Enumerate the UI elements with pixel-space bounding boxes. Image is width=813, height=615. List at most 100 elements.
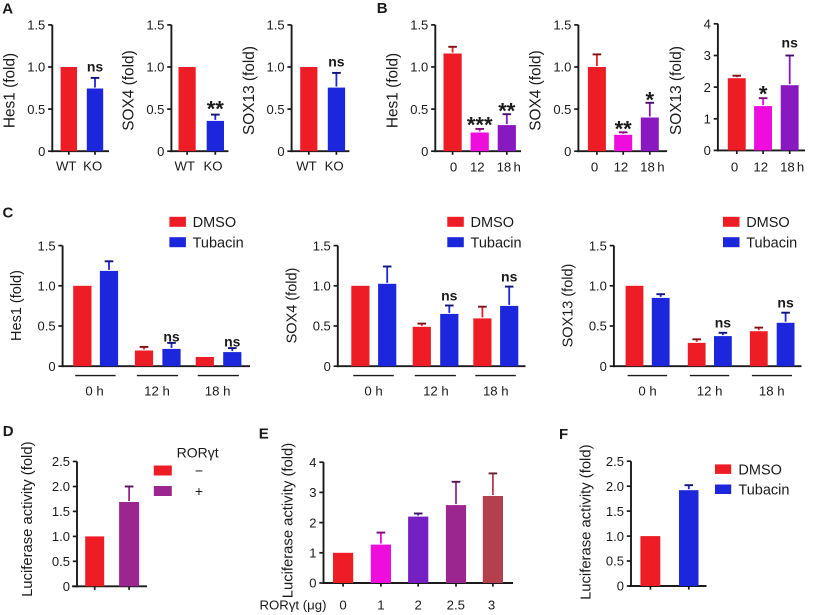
svg-text:h: h (657, 159, 664, 174)
svg-text:2.5: 2.5 (606, 454, 624, 469)
svg-text:1.0: 1.0 (52, 529, 70, 544)
svg-text:DMSO: DMSO (746, 215, 790, 231)
svg-text:ns: ns (715, 315, 732, 331)
svg-text:Tubacin: Tubacin (193, 235, 244, 251)
svg-text:0.5: 0.5 (27, 102, 45, 117)
svg-text:ns: ns (163, 329, 180, 345)
svg-text:0: 0 (48, 359, 55, 374)
svg-text:0.5: 0.5 (589, 319, 607, 334)
svg-text:Hes1 (fold): Hes1 (fold) (385, 53, 402, 128)
svg-text:18 h: 18 h (205, 384, 231, 399)
svg-text:**: ** (498, 99, 516, 124)
svg-text:2.0: 2.0 (606, 479, 624, 494)
svg-text:ns: ns (501, 269, 518, 285)
svg-text:RORγt (μg): RORγt (μg) (260, 598, 327, 613)
svg-text:0: 0 (309, 576, 316, 591)
svg-text:+: + (195, 483, 203, 499)
svg-text:2.5: 2.5 (52, 454, 70, 469)
svg-text:ns: ns (87, 59, 104, 75)
svg-text:WT: WT (296, 159, 317, 174)
svg-text:1.5: 1.5 (52, 504, 70, 519)
svg-text:3: 3 (309, 485, 316, 500)
svg-text:0: 0 (421, 144, 428, 159)
svg-text:0: 0 (731, 159, 738, 174)
svg-text:1.5: 1.5 (267, 18, 285, 33)
svg-text:A: A (2, 1, 13, 18)
svg-text:SOX13 (fold): SOX13 (fold) (668, 46, 685, 135)
svg-text:0.5: 0.5 (410, 102, 428, 117)
svg-text:0 h: 0 h (638, 384, 656, 399)
svg-text:Luciferase activity (fold): Luciferase activity (fold) (20, 441, 36, 596)
svg-text:1.0: 1.0 (267, 60, 285, 75)
svg-text:ns: ns (441, 288, 458, 304)
svg-text:ns: ns (777, 295, 794, 311)
svg-text:**: ** (207, 97, 225, 122)
svg-text:D: D (3, 423, 14, 440)
svg-text:0: 0 (339, 598, 346, 613)
svg-text:0.5: 0.5 (38, 319, 56, 334)
svg-text:0: 0 (63, 579, 70, 594)
svg-text:SOX13 (fold): SOX13 (fold) (561, 264, 577, 348)
svg-text:1.0: 1.0 (606, 529, 624, 544)
svg-text:12 h: 12 h (144, 384, 170, 399)
svg-text:DMSO: DMSO (738, 462, 782, 478)
svg-text:Luciferase activity (fold): Luciferase activity (fold) (281, 443, 297, 598)
svg-text:18: 18 (497, 159, 512, 174)
svg-text:ns: ns (328, 54, 345, 70)
svg-text:Tubacin: Tubacin (471, 235, 522, 251)
svg-text:ns: ns (782, 35, 799, 51)
svg-text:1.5: 1.5 (146, 18, 164, 33)
svg-text:Hes1 (fold): Hes1 (fold) (2, 53, 19, 128)
svg-text:1.5: 1.5 (38, 238, 56, 253)
svg-text:*: * (646, 88, 655, 113)
svg-text:2: 2 (309, 515, 316, 530)
svg-text:0.5: 0.5 (313, 319, 331, 334)
svg-text:3: 3 (488, 598, 495, 613)
svg-text:1.0: 1.0 (146, 60, 164, 75)
svg-text:RORγt: RORγt (177, 445, 219, 461)
svg-text:2: 2 (704, 80, 711, 95)
svg-text:1.0: 1.0 (38, 278, 56, 293)
svg-text:Tubacin: Tubacin (746, 235, 797, 251)
svg-text:4: 4 (309, 455, 316, 470)
svg-text:WT: WT (56, 159, 77, 174)
svg-text:0: 0 (564, 144, 571, 159)
svg-text:F: F (559, 426, 568, 443)
svg-text:1.0: 1.0 (410, 60, 428, 75)
svg-text:12: 12 (470, 159, 485, 174)
svg-text:h: h (797, 159, 804, 174)
svg-text:0: 0 (277, 144, 284, 159)
svg-text:SOX4 (fold): SOX4 (fold) (527, 50, 544, 130)
svg-text:WT: WT (174, 159, 195, 174)
svg-text:0: 0 (704, 143, 711, 158)
svg-text:Luciferase activity (fold): Luciferase activity (fold) (579, 444, 595, 599)
svg-text:1.0: 1.0 (589, 278, 607, 293)
svg-text:DMSO: DMSO (193, 215, 237, 231)
svg-text:KO: KO (325, 159, 344, 174)
svg-text:1: 1 (309, 545, 316, 560)
svg-text:1: 1 (704, 111, 711, 126)
svg-text:1.0: 1.0 (27, 60, 45, 75)
svg-text:0: 0 (450, 159, 457, 174)
svg-text:4: 4 (704, 16, 711, 31)
svg-text:C: C (3, 204, 14, 221)
svg-text:0: 0 (157, 144, 164, 159)
svg-text:1.5: 1.5 (589, 238, 607, 253)
svg-text:2: 2 (415, 598, 422, 613)
svg-text:B: B (377, 0, 388, 17)
svg-text:1.5: 1.5 (410, 18, 428, 33)
svg-text:1.5: 1.5 (606, 504, 624, 519)
svg-text:KO: KO (83, 159, 102, 174)
svg-text:0: 0 (600, 359, 607, 374)
svg-text:1.0: 1.0 (553, 60, 571, 75)
svg-text:1: 1 (377, 598, 384, 613)
svg-text:12 h: 12 h (697, 384, 723, 399)
svg-text:2.0: 2.0 (52, 479, 70, 494)
svg-text:*: * (759, 82, 768, 107)
svg-text:0.5: 0.5 (606, 554, 624, 569)
svg-text:18 h: 18 h (759, 384, 785, 399)
svg-text:SOX4 (fold): SOX4 (fold) (285, 268, 301, 344)
svg-text:2.5: 2.5 (447, 598, 465, 613)
svg-text:ns: ns (224, 334, 241, 350)
svg-text:1.5: 1.5 (553, 18, 571, 33)
